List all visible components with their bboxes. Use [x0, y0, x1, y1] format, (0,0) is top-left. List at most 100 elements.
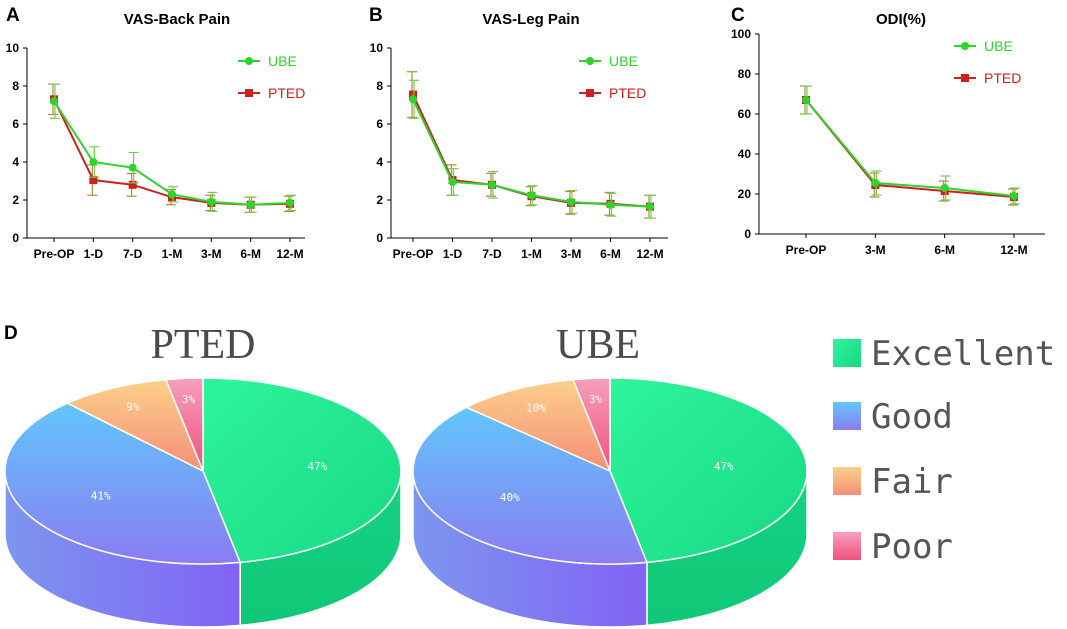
y-tick-label: 10 — [6, 41, 20, 55]
x-tick-label: 1-M — [162, 247, 183, 261]
legend-swatch-good — [833, 402, 861, 430]
legend-marker-ube — [586, 57, 594, 65]
x-tick-label: 3-M — [201, 247, 222, 261]
x-tick-label: Pre-OP — [786, 243, 827, 257]
x-tick-label: Pre-OP — [34, 247, 75, 261]
point-ube — [606, 200, 615, 209]
point-ube — [89, 158, 98, 166]
point-ube — [646, 202, 654, 211]
y-tick-label: 8 — [12, 79, 19, 93]
y-tick-label: 8 — [376, 79, 383, 93]
chart-title: VAS-Back Pain — [124, 11, 230, 28]
x-tick-label: 6-M — [934, 243, 955, 257]
pie-label-good: 41% — [91, 489, 111, 502]
legend-swatch-excellent — [833, 339, 861, 367]
pie-label-excellent: 47% — [307, 460, 327, 473]
y-tick-label: 2 — [376, 193, 383, 207]
x-tick-label: 12-M — [276, 247, 303, 261]
y-tick-label: 100 — [731, 27, 751, 41]
chart-title: VAS-Leg Pain — [482, 11, 579, 28]
point-ube — [1010, 192, 1018, 200]
series-line-pted — [412, 94, 651, 208]
x-tick-label: 7-D — [123, 247, 143, 261]
chart-vas-leg-pain: VAS-Leg Pain 0 2 4 6 8 10 Pre-OP 1-D 7-D 1-M 3-M 6-M… — [370, 11, 668, 261]
y-tick-label: 2 — [12, 193, 19, 207]
y-tick-label: 10 — [370, 41, 384, 55]
pie-pted: PTED 47% 41% 9% 3% — [4, 322, 402, 628]
point-ube — [168, 190, 176, 199]
series-line-pted — [53, 98, 291, 206]
y-tick-label: 6 — [12, 117, 19, 131]
chart-vas-back-pain: VAS-Back Pain 0 2 4 6 8 10 Pre-OP 1-D 7-D 1-M 3-M 6-… — [6, 11, 306, 261]
legend-label-poor: Poor — [871, 527, 953, 567]
legend-marker-pted — [961, 74, 969, 82]
y-tick-label: 4 — [12, 155, 19, 169]
legend-label-good: Good — [871, 397, 953, 437]
point-ube — [871, 179, 880, 187]
panel-letter-c: C — [731, 5, 745, 26]
legend-marker-pted — [245, 89, 253, 97]
point-ube — [128, 163, 137, 172]
pie-ube: UBE 47% 40% 10% 3% — [412, 322, 808, 628]
x-tick-label: 3-M — [561, 247, 582, 261]
legend-marker-pted — [586, 89, 594, 97]
y-tick-label: 60 — [738, 107, 752, 121]
pie-slice-good — [412, 406, 648, 565]
x-tick-label: 12-M — [636, 247, 663, 261]
panel-letter-d: D — [4, 323, 18, 344]
pie-slice-good — [4, 402, 242, 565]
pie-label-fair: 10% — [526, 401, 546, 414]
y-tick-label: 80 — [738, 67, 752, 81]
x-tick-label: 7-D — [482, 247, 502, 261]
pie-slice-excellent — [202, 377, 402, 564]
y-tick-label: 20 — [738, 187, 752, 201]
pie-slice-fair — [464, 378, 612, 473]
x-tick-label: 6-M — [240, 247, 261, 261]
x-tick-label: 3-M — [865, 243, 886, 257]
legend-label-excellent: Excellent — [871, 334, 1055, 374]
x-tick-label: Pre-OP — [393, 247, 434, 261]
legend-label-ube: UBE — [609, 53, 638, 69]
y-tick-label: 0 — [12, 231, 19, 245]
pie-slice-poor — [572, 377, 611, 472]
point-pted — [128, 180, 137, 189]
panel-letter-a: A — [6, 5, 20, 26]
legend-swatch-fair — [833, 467, 861, 495]
point-ube — [527, 191, 536, 200]
pie-label-poor: 3% — [182, 393, 196, 406]
chart-odi: ODI(%) 0 20 40 60 80 100 Pre-OP 3-M 6-M 12-M UBE PTE… — [731, 11, 1045, 257]
pie-label-fair: 9% — [126, 400, 140, 413]
pie-label-poor: 3% — [589, 393, 603, 406]
pie-label-good: 40% — [500, 491, 520, 504]
pie-slice-excellent — [609, 377, 808, 564]
pie-legend: Excellent Good Fair Poor — [833, 334, 1055, 567]
x-tick-label: 1-M — [521, 247, 542, 261]
pie-label-excellent: 47% — [714, 460, 734, 473]
point-pted — [409, 90, 417, 99]
point-ube — [488, 180, 496, 189]
point-ube — [246, 200, 255, 209]
series-line-ube — [805, 99, 1015, 197]
x-tick-label: 1-D — [84, 247, 104, 261]
legend-label-pted: PTED — [984, 70, 1021, 86]
point-ube — [286, 198, 294, 207]
pie-slice-poor — [164, 377, 204, 472]
point-ube — [940, 184, 949, 192]
pie-title: UBE — [556, 322, 640, 368]
point-ube — [802, 96, 810, 104]
legend-label-pted: PTED — [609, 85, 646, 101]
legend-marker-ube — [245, 57, 253, 65]
pie-slice-fair — [65, 378, 205, 473]
x-tick-label: 1-D — [443, 247, 463, 261]
chart-title: ODI(%) — [876, 11, 926, 28]
y-tick-label: 4 — [376, 155, 383, 169]
y-tick-label: 0 — [744, 227, 751, 241]
y-tick-label: 0 — [376, 231, 383, 245]
legend-swatch-poor — [833, 532, 861, 560]
point-ube — [448, 177, 457, 186]
point-pted — [89, 176, 98, 185]
point-ube — [409, 95, 417, 104]
pie-title: PTED — [151, 322, 256, 368]
series-line-pted — [805, 99, 1015, 198]
panel-letter-b: B — [369, 5, 383, 26]
